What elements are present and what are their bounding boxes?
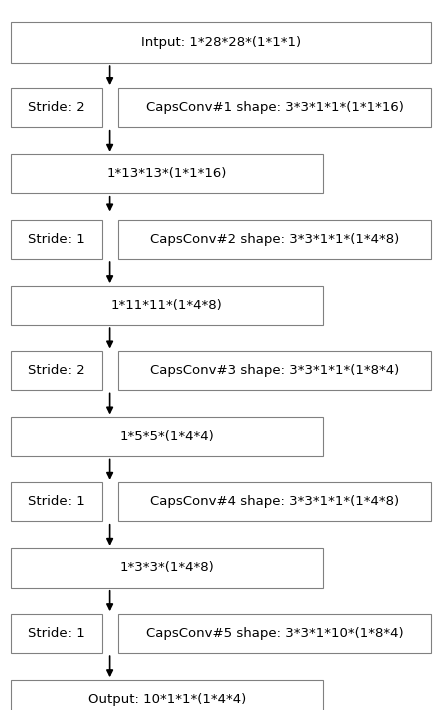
Bar	[11, 88, 102, 128]
Text: CapsConv#2 shape: 3*3*1*1*(1*4*8): CapsConv#2 shape: 3*3*1*1*(1*4*8)	[150, 233, 399, 246]
Text: 1*3*3*(1*4*8): 1*3*3*(1*4*8)	[119, 562, 214, 574]
Bar	[11, 548, 323, 588]
Text: Stride: 1: Stride: 1	[28, 233, 85, 246]
Bar	[118, 219, 431, 258]
Bar	[118, 483, 431, 521]
Text: Output: 10*1*1*(1*4*4): Output: 10*1*1*(1*4*4)	[88, 693, 246, 706]
Text: 1*11*11*(1*4*8): 1*11*11*(1*4*8)	[111, 299, 223, 312]
Text: Stride: 1: Stride: 1	[28, 627, 85, 640]
Bar	[11, 154, 323, 193]
Bar	[11, 351, 102, 390]
Bar	[11, 613, 102, 653]
Text: Intput: 1*28*28*(1*1*1): Intput: 1*28*28*(1*1*1)	[141, 36, 301, 49]
Text: 1*5*5*(1*4*4): 1*5*5*(1*4*4)	[119, 430, 214, 443]
Text: Stride: 2: Stride: 2	[28, 102, 85, 114]
Text: 1*13*13*(1*1*16): 1*13*13*(1*1*16)	[107, 168, 227, 180]
Bar	[11, 417, 323, 457]
Text: CapsConv#3 shape: 3*3*1*1*(1*8*4): CapsConv#3 shape: 3*3*1*1*(1*8*4)	[150, 364, 399, 377]
Bar	[11, 483, 102, 521]
Bar	[11, 285, 323, 324]
Bar	[11, 22, 431, 63]
Bar	[118, 88, 431, 128]
Text: CapsConv#1 shape: 3*3*1*1*(1*1*16): CapsConv#1 shape: 3*3*1*1*(1*1*16)	[146, 102, 404, 114]
Text: CapsConv#4 shape: 3*3*1*1*(1*4*8): CapsConv#4 shape: 3*3*1*1*(1*4*8)	[150, 496, 399, 508]
Bar	[118, 613, 431, 653]
Text: Stride: 1: Stride: 1	[28, 496, 85, 508]
Text: CapsConv#5 shape: 3*3*1*10*(1*8*4): CapsConv#5 shape: 3*3*1*10*(1*8*4)	[146, 627, 404, 640]
Text: Stride: 2: Stride: 2	[28, 364, 85, 377]
Bar	[11, 219, 102, 258]
Bar	[118, 351, 431, 390]
Bar	[11, 680, 323, 710]
